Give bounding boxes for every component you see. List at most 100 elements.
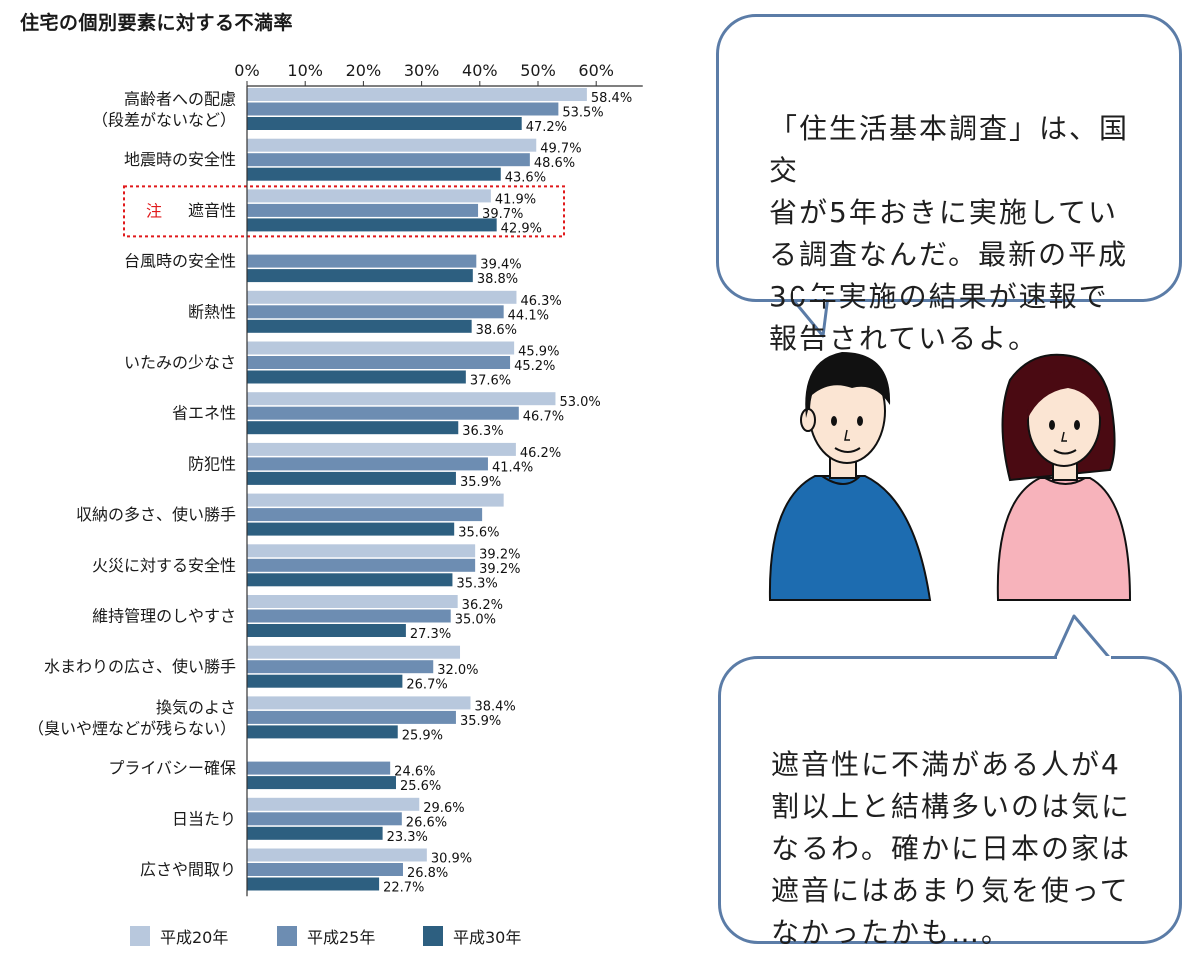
x-tick-label: 60% — [578, 61, 614, 80]
bar — [247, 848, 427, 862]
category-label: 収納の多さ、使い勝手 — [76, 505, 236, 524]
bar — [247, 776, 396, 790]
data-label: 23.3% — [387, 830, 428, 845]
data-label: 36.3% — [462, 424, 503, 439]
bar — [247, 392, 556, 406]
data-label: 35.0% — [455, 613, 496, 628]
data-label: 32.0% — [437, 663, 478, 678]
bar — [247, 877, 380, 891]
category-label: いたみの少なさ — [124, 353, 236, 372]
bar — [247, 725, 398, 739]
bar — [247, 457, 488, 471]
data-label: 25.9% — [402, 728, 443, 743]
bar — [247, 269, 473, 283]
bar — [247, 826, 383, 840]
bar — [247, 508, 483, 522]
x-tick-label: 30% — [404, 61, 440, 80]
man-hair — [805, 352, 891, 418]
category-label: （臭いや煙などが残らない） — [28, 719, 236, 738]
legend-swatch — [277, 926, 297, 946]
bar — [247, 305, 504, 319]
data-label: 24.6% — [394, 765, 435, 780]
bar — [247, 442, 516, 456]
category-label: 防犯性 — [188, 454, 236, 473]
legend-swatch — [423, 926, 443, 946]
x-tick-label: 0% — [234, 61, 259, 80]
data-label: 36.2% — [462, 598, 503, 613]
data-label: 29.6% — [423, 801, 464, 816]
bar — [247, 421, 459, 435]
bar — [247, 696, 471, 710]
bar — [247, 189, 491, 203]
speech-bubble-man-text: 「住生活基本調査」は、国交 省が5年おきに実施してい る調査なんだ。最新の平成 … — [769, 112, 1130, 355]
bar — [247, 609, 451, 623]
data-label: 46.7% — [523, 410, 564, 425]
category-label: プライバシー確保 — [108, 759, 236, 778]
bar — [247, 544, 476, 558]
x-tick-label: 20% — [346, 61, 382, 80]
bar — [247, 522, 455, 536]
bar — [247, 573, 453, 587]
bar — [247, 102, 559, 116]
bar — [247, 493, 504, 507]
bar — [247, 254, 477, 268]
data-label: 44.1% — [508, 308, 549, 323]
data-label: 41.4% — [492, 460, 533, 475]
category-label: 維持管理のしやすさ — [92, 607, 236, 626]
data-label: 38.8% — [477, 272, 518, 287]
bar — [247, 710, 456, 724]
bar — [247, 595, 458, 608]
category-label: 高齢者への配慮 — [124, 90, 236, 109]
woman-illustration — [996, 353, 1132, 601]
data-label: 35.9% — [460, 714, 501, 729]
speech-bubble-woman: 遮音性に不満がある人が4 割以上と結構多いのは気に なるわ。確かに日本の家は 遮… — [718, 656, 1182, 949]
bar — [247, 660, 434, 674]
speech-bubble-man: 「住生活基本調査」は、国交 省が5年おきに実施してい る調査なんだ。最新の平成 … — [716, 14, 1182, 355]
data-label: 35.9% — [460, 475, 501, 490]
bar — [247, 406, 519, 420]
category-label: 換気のよさ — [156, 698, 236, 717]
data-label: 45.2% — [514, 359, 555, 374]
bar — [247, 218, 497, 232]
highlight-marker: 注 — [146, 201, 162, 220]
people-illustration — [768, 352, 1132, 601]
data-label: 39.4% — [480, 258, 521, 273]
woman-bangs — [1027, 370, 1102, 420]
data-label: 26.6% — [406, 815, 447, 830]
bar — [247, 167, 501, 181]
bar — [247, 624, 406, 637]
data-label: 26.8% — [407, 866, 448, 881]
bar — [247, 88, 587, 101]
bar — [247, 558, 476, 572]
data-label: 46.2% — [520, 446, 561, 461]
data-label: 53.5% — [562, 106, 603, 121]
bar — [247, 341, 515, 355]
bar — [247, 863, 403, 876]
data-label: 46.3% — [520, 294, 561, 309]
bar — [247, 203, 479, 217]
bar — [247, 290, 517, 304]
data-label: 43.6% — [505, 171, 546, 186]
data-label: 39.2% — [479, 547, 520, 562]
legend-swatch — [130, 926, 150, 946]
category-label: 台風時の安全性 — [124, 252, 236, 271]
bar — [247, 319, 472, 333]
category-label: 火災に対する安全性 — [92, 556, 236, 575]
data-label: 48.6% — [534, 156, 575, 171]
bar — [247, 370, 466, 384]
category-label: 断熱性 — [188, 302, 236, 321]
category-label: （段差がないなど） — [92, 111, 236, 130]
bar — [247, 138, 537, 152]
category-label: 水まわりの広さ、使い勝手 — [44, 657, 236, 676]
bar — [247, 356, 511, 369]
bar — [247, 117, 522, 130]
data-label: 38.6% — [476, 323, 517, 338]
bar — [247, 471, 456, 485]
data-label: 35.3% — [456, 576, 497, 591]
data-label: 58.4% — [591, 91, 632, 106]
chart-title: 住宅の個別要素に対する不満率 — [20, 12, 294, 34]
data-label: 27.3% — [410, 627, 451, 642]
category-label: 遮音性 — [188, 201, 236, 220]
data-label: 37.6% — [470, 374, 511, 389]
bar — [247, 674, 403, 688]
